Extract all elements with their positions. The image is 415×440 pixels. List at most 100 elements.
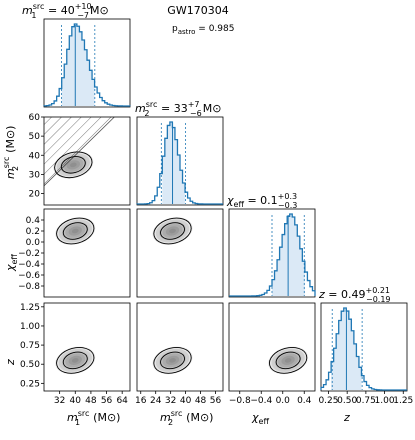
density-layer — [65, 224, 86, 238]
contour-m1-chi_eff — [43, 208, 131, 298]
histogram-m2: msrc 2 = 33+7 −6M⊙ — [135, 100, 224, 206]
density-layer — [165, 226, 180, 236]
hist-frame — [136, 116, 224, 206]
density-layer — [55, 217, 96, 245]
contour-50 — [275, 351, 301, 370]
x-tick-label: 32 — [54, 396, 65, 406]
hist-frame — [320, 302, 408, 392]
density-layer — [61, 221, 89, 241]
density-layer — [278, 353, 299, 368]
contour-90 — [153, 347, 192, 374]
contour-90 — [56, 217, 95, 245]
hist-frame — [228, 208, 316, 298]
density-layer — [152, 217, 193, 245]
panel-frame — [136, 208, 224, 298]
panel-frame — [43, 302, 131, 392]
x-axis-label: msrc 2 (M⊙) — [160, 409, 213, 427]
density-layer — [268, 346, 309, 375]
x-axis-z: 0.250.500.751.001.25 z — [318, 391, 413, 424]
density-layer — [169, 228, 176, 234]
contour-90 — [56, 347, 95, 374]
hist-outline — [229, 213, 316, 297]
x-axis-m1: 32 40 48 56 64 msrc 1 (M⊙) — [54, 391, 128, 427]
density-layer — [69, 162, 77, 168]
x-tick-label: −0.4 — [250, 396, 272, 406]
density-layer — [159, 351, 186, 370]
density-layer — [56, 153, 90, 177]
y-tick-label: 0.4 — [26, 216, 41, 226]
excluded-region — [44, 117, 130, 205]
y-tick-label: 0.50 — [20, 360, 40, 370]
contour-chi_eff-z — [228, 302, 316, 392]
y-tick-label: 30 — [29, 170, 41, 180]
hist-outline — [43, 23, 131, 107]
x-tick-label: 48 — [195, 396, 207, 406]
y-tick-label: 1.25 — [20, 303, 40, 313]
density-layer — [71, 358, 79, 363]
density-layer — [159, 221, 186, 241]
equal-mass-line — [44, 117, 115, 187]
y-tick-label: 40 — [29, 151, 41, 161]
hist-title: msrc 2 = 33+7 −6M⊙ — [135, 100, 221, 118]
x-tick-label: 0.0 — [276, 396, 291, 406]
x-tick-label: 0.50 — [337, 396, 357, 406]
y-axis-label: z — [4, 359, 17, 366]
contour-50 — [60, 156, 86, 174]
contour-90 — [269, 347, 308, 374]
y-tick-label: 20 — [29, 190, 41, 200]
density-layer — [59, 155, 87, 175]
histogram-z: z = 0.49+0.21 −0.19 — [318, 286, 408, 392]
x-tick-label: 40 — [180, 396, 192, 406]
y-tick-label: 0.25 — [20, 379, 40, 389]
y-tick-label: 0.2 — [26, 227, 40, 237]
density-layer — [68, 226, 82, 236]
y-tick-label: 0.75 — [20, 341, 40, 351]
x-tick-label: 24 — [150, 396, 162, 406]
density-layer — [55, 346, 96, 375]
density-layer — [58, 348, 92, 372]
density-layer — [68, 355, 82, 365]
hist-title: msrc 1 = 40+10 −7M⊙ — [22, 2, 109, 20]
hist-ci-fill — [162, 122, 186, 204]
density-layer — [281, 355, 295, 365]
density-layer — [162, 224, 183, 238]
y-tick-label: −0.6 — [18, 271, 40, 281]
density-layer — [63, 157, 84, 172]
x-tick-label: 48 — [85, 396, 97, 406]
y-axis-chi_eff: −0.8−0.6−0.4−0.20.00.20.4 χeff — [4, 216, 44, 292]
p-astro-label: pastro = 0.985 — [172, 24, 234, 36]
x-tick-label: 0.4 — [297, 396, 312, 406]
x-axis-label: msrc 1 (M⊙) — [67, 409, 120, 427]
contour-m2-chi_eff — [136, 208, 224, 298]
x-tick-label: 56 — [210, 396, 222, 406]
histogram-chi_eff: χeff = 0.1+0.3 −0.3 — [226, 192, 316, 298]
histogram-m1: msrc 1 = 40+10 −7M⊙ — [22, 2, 131, 108]
panel-frame — [43, 116, 131, 206]
hist-title: z = 0.49+0.21 −0.19 — [318, 286, 391, 304]
x-axis-chi_eff: −0.8 −0.4 0.0 0.4 χeff — [229, 391, 312, 426]
panel-frame — [228, 302, 316, 392]
event-title: GW170304 — [167, 4, 228, 17]
y-tick-label: 0.0 — [26, 238, 41, 248]
y-axis-m2: 20 30 40 50 60 msrc2 (M⊙) — [2, 113, 44, 200]
density-layer — [71, 228, 79, 234]
density-layer — [152, 346, 193, 375]
y-tick-label: −0.4 — [18, 260, 40, 270]
y-tick-label: 60 — [29, 113, 41, 123]
panels-layer: msrc 1 = 40+10 −7M⊙ msrc 2 = 33+7 −6M⊙ χeff = … — [2, 2, 413, 427]
density-layer — [169, 358, 176, 363]
x-axis-label: z — [343, 411, 350, 424]
density-layer — [165, 355, 180, 365]
x-axis-label: χeff — [251, 411, 269, 426]
contour-50 — [160, 222, 185, 240]
density-layer — [284, 358, 292, 363]
y-axis-label: χeff — [4, 254, 19, 272]
x-tick-label: 16 — [135, 396, 147, 406]
hist-title: χeff = 0.1+0.3 −0.3 — [226, 192, 297, 210]
contour-m2-z — [136, 302, 224, 392]
density-layer — [271, 348, 305, 372]
y-tick-label: −0.2 — [18, 249, 40, 259]
x-tick-label: 40 — [70, 396, 82, 406]
density-layer — [66, 160, 80, 170]
